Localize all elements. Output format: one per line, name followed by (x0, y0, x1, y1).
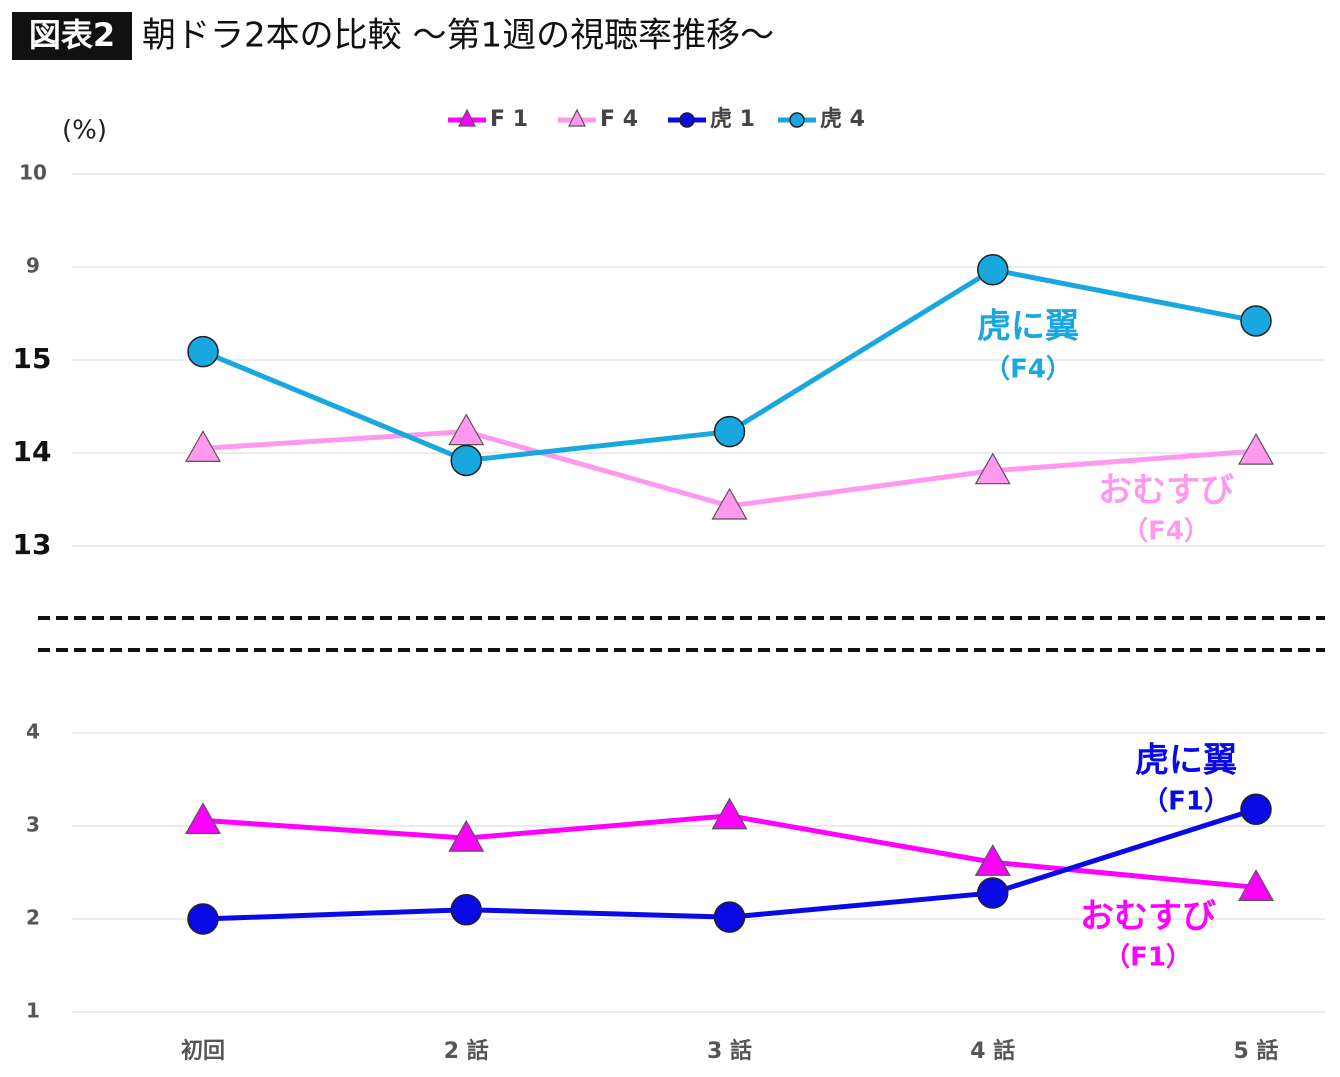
x-tick-label: 5 話 (1234, 1038, 1279, 1064)
legend-label: F 1 (490, 107, 528, 132)
annotation: 虎に翼 (1135, 741, 1237, 781)
marker (184, 430, 222, 462)
x-tick-label: 4 話 (970, 1038, 1015, 1064)
annotation: （F4） (1122, 517, 1210, 547)
marker (974, 452, 1011, 485)
marker (713, 415, 746, 448)
annotation: （F1） (1142, 787, 1230, 817)
marker (187, 903, 219, 935)
annotation: 虎に翼 (977, 307, 1079, 347)
title-badge-bg (12, 12, 132, 60)
marker (450, 444, 482, 477)
marker (713, 901, 746, 933)
marker (448, 819, 485, 852)
marker (458, 108, 476, 127)
title-badge: 図表2 (29, 16, 115, 54)
y-tick-label: 1 (26, 999, 40, 1023)
annotation: おむすび (1098, 471, 1234, 511)
marker (450, 893, 482, 926)
y-tick-label: 9 (26, 254, 40, 278)
annotation: （F4） (984, 355, 1072, 385)
chart-title: 朝ドラ2本の比較 〜第1週の視聴率推移〜 (142, 16, 774, 56)
marker (1237, 869, 1275, 901)
marker (568, 108, 586, 127)
legend-label: 虎 1 (710, 106, 755, 132)
marker (789, 112, 805, 128)
y-tick-label: 3 (26, 813, 40, 837)
x-tick-label: 初回 (181, 1038, 225, 1064)
marker (1237, 432, 1275, 465)
marker (1240, 793, 1272, 826)
y-tick-label: 10 (19, 161, 47, 185)
marker (187, 335, 219, 368)
y-unit: (%) (62, 116, 107, 146)
marker (679, 112, 695, 128)
y-tick-label: 2 (26, 906, 40, 930)
marker (448, 413, 485, 446)
x-tick-label: 2 話 (444, 1038, 489, 1064)
legend-label: 虎 4 (820, 106, 865, 132)
marker (977, 254, 1009, 286)
x-tick-label: 3 話 (707, 1038, 752, 1064)
y-tick-label: 4 (26, 720, 40, 744)
y-tick-label: 14 (13, 435, 52, 468)
annotation: （F1） (1104, 943, 1192, 973)
marker (711, 487, 748, 520)
legend-label: F 4 (600, 107, 638, 132)
marker (711, 797, 748, 830)
marker (977, 877, 1009, 909)
y-tick-label: 15 (13, 342, 52, 375)
marker (184, 802, 222, 835)
marker (974, 844, 1011, 876)
y-tick-label: 13 (13, 528, 52, 561)
annotation: おむすび (1080, 897, 1216, 937)
marker (1240, 305, 1272, 337)
